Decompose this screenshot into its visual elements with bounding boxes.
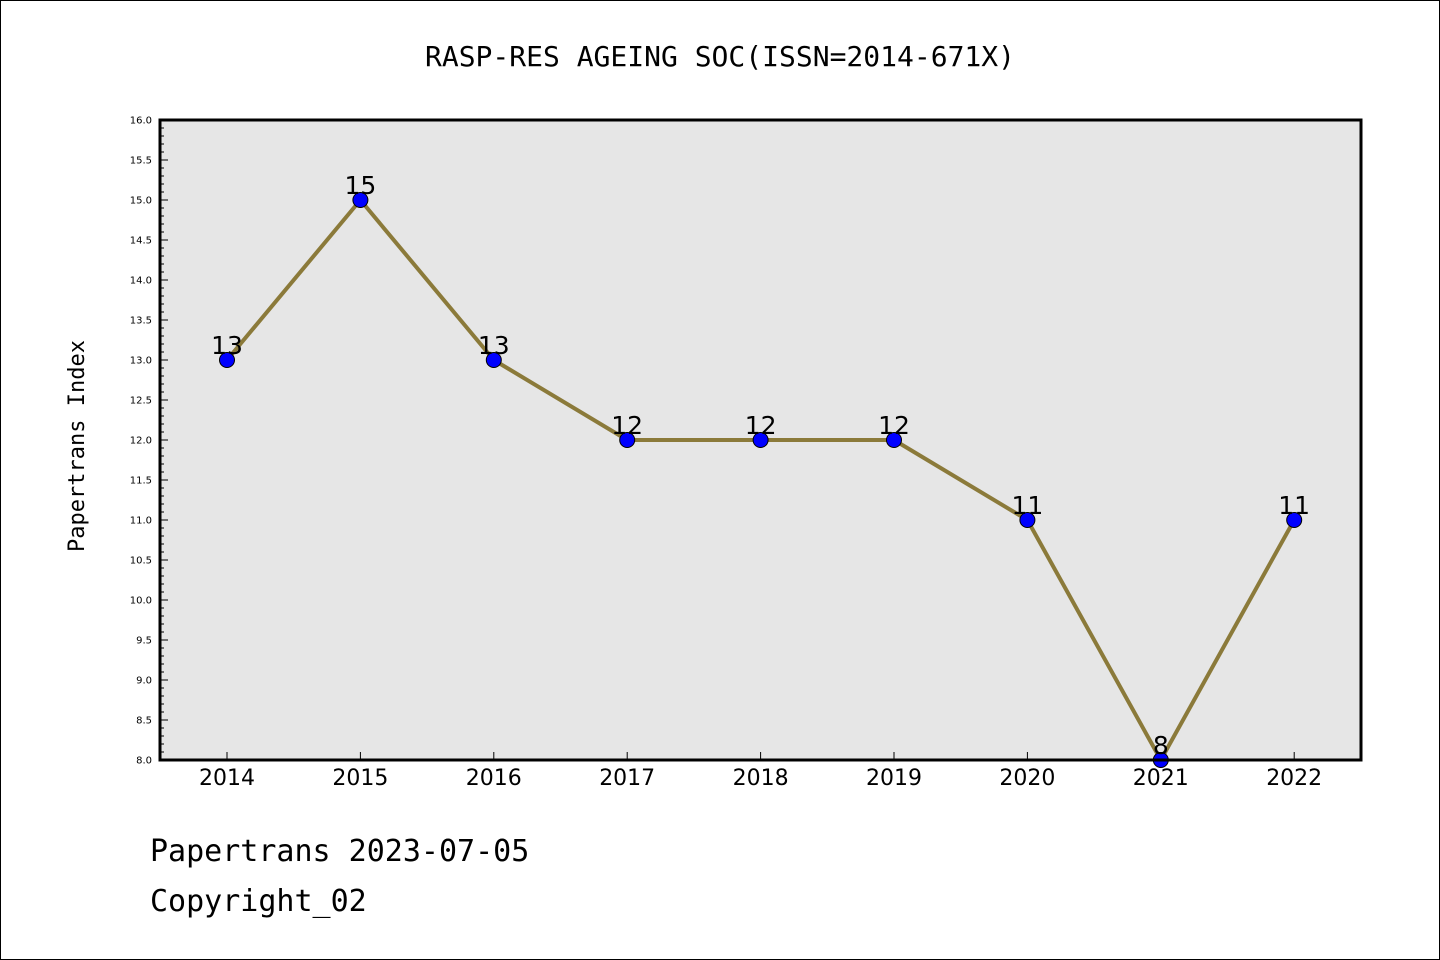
y-tick-label: 9.5	[136, 636, 152, 647]
y-tick-label: 11.5	[130, 476, 152, 487]
x-tick-label: 2021	[1133, 766, 1189, 791]
data-point	[219, 352, 235, 368]
y-tick-label: 14.0	[130, 276, 152, 287]
y-tick-label: 10.0	[130, 596, 152, 607]
data-label: 12	[611, 411, 643, 440]
data-label: 12	[745, 411, 777, 440]
y-axis: 8.0 8.5 9.0 9.5 10.0 10.5 11.0 11.5 12.0 12.5 13.0…	[130, 116, 168, 767]
y-tick-label: 11.0	[130, 516, 152, 527]
y-tick-label: 16.0	[130, 116, 152, 127]
y-tick-label: 8.5	[136, 716, 152, 727]
y-tick-label: 13.5	[130, 316, 152, 327]
y-tick-label: 14.5	[130, 236, 152, 247]
data-point	[1286, 512, 1303, 528]
chart-title: RASP-RES AGEING SOC(ISSN=2014-671X)	[425, 40, 1015, 73]
data-point	[619, 432, 636, 448]
y-tick-label: 15.0	[130, 196, 152, 207]
footer-date: Papertrans 2023-07-05	[150, 834, 530, 869]
y-tick-label: 10.5	[130, 556, 152, 567]
data-label: 11	[1011, 491, 1043, 520]
x-axis: 2014 2015 2016 2017 2018 2019 2020 2021 2022	[199, 752, 1322, 791]
data-labels: 13 15 13 12 12 12 11 8 11	[211, 171, 1310, 760]
data-point	[886, 432, 902, 448]
y-tick-label: 9.0	[136, 676, 152, 687]
y-tick-label: 13.0	[130, 356, 152, 367]
data-point	[485, 352, 502, 368]
x-tick-label: 2019	[866, 766, 922, 791]
data-label: 12	[878, 411, 910, 440]
data-point	[1019, 512, 1036, 528]
x-tick-label: 2017	[599, 766, 655, 791]
y-tick-label: 12.0	[130, 436, 152, 447]
data-label: 15	[344, 171, 376, 200]
data-point	[752, 432, 769, 448]
x-tick-label: 2018	[733, 766, 789, 791]
data-label: 13	[478, 331, 510, 360]
y-tick-label: 12.5	[130, 396, 152, 407]
y-axis-label: Papertrans Index	[65, 340, 90, 552]
footer-copyright: Copyright_02	[150, 884, 367, 919]
x-tick-label: 2016	[466, 766, 522, 791]
x-tick-label: 2020	[999, 766, 1055, 791]
x-tick-label: 2015	[332, 766, 388, 791]
y-tick-label: 8.0	[136, 756, 152, 767]
series-markers	[219, 192, 1303, 768]
data-label: 11	[1278, 491, 1310, 520]
data-point	[352, 192, 369, 208]
plot-border	[158, 118, 1363, 762]
data-label: 8	[1153, 731, 1169, 760]
x-tick-label: 2022	[1266, 766, 1322, 791]
y-tick-label: 15.5	[130, 156, 152, 167]
data-label: 13	[211, 331, 243, 360]
x-tick-label: 2014	[199, 766, 255, 791]
